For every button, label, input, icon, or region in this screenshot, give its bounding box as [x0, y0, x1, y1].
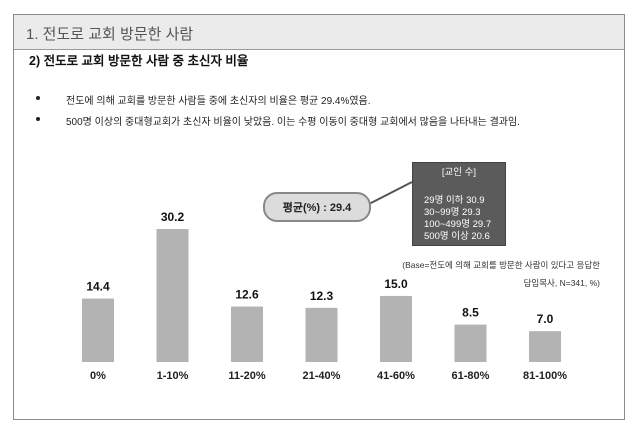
- callout-connector: [366, 181, 413, 206]
- bar-21-40%: [305, 307, 338, 362]
- bullet-item: 500명 이상의 중대형교회가 초신자 비율이 낮았음. 이는 수평 이동이 중…: [36, 113, 520, 134]
- bar-11-20%: [231, 306, 263, 362]
- category-label: 41-60%: [377, 370, 415, 382]
- bar-0%: [82, 298, 114, 362]
- church-size-item: 30~99명 29.3: [424, 207, 481, 218]
- bullet-text: 전도에 의해 교회를 방문한 사람들 중에 초신자의 비율은 평균 29.4%였…: [66, 96, 371, 107]
- category-label: 1-10%: [157, 370, 189, 382]
- section-title: 2) 전도로 교회 방문한 사람 중 초신자 비율: [29, 54, 249, 68]
- category-label: 0%: [90, 370, 106, 382]
- category-label: 11-20%: [228, 370, 266, 382]
- base-note: (Base=전도에 의해 교회를 방문한 사람이 있다고 응답한 담임목사, N…: [402, 256, 600, 292]
- bullet-item: 전도에 의해 교회를 방문한 사람들 중에 초신자의 비율은 평균 29.4%였…: [36, 92, 520, 113]
- value-label: 12.6: [235, 288, 259, 302]
- bullet-list: 전도에 의해 교회를 방문한 사람들 중에 초신자의 비율은 평균 29.4%였…: [36, 92, 520, 134]
- value-label: 15.0: [384, 277, 408, 291]
- average-badge: 평균(%) : 29.4: [263, 192, 371, 222]
- category-label: 61-80%: [452, 370, 490, 382]
- category-label: 81-100%: [523, 370, 567, 382]
- base-note-line: (Base=전도에 의해 교회를 방문한 사람이 있다고 응답한: [402, 260, 600, 270]
- church-size-item: 100~499명 29.7: [424, 219, 492, 230]
- bullet-dot-icon: [36, 117, 40, 121]
- header-bar: 1. 전도로 교회 방문한 사람: [14, 15, 624, 50]
- page-title: 1. 전도로 교회 방문한 사람: [26, 26, 194, 43]
- value-label: 8.5: [462, 306, 479, 320]
- value-label: 14.4: [86, 280, 110, 294]
- church-size-list: 29명 이하 30.9 30~99명 29.3 100~499명 29.7 50…: [424, 195, 491, 243]
- church-size-title: [교인 수]: [441, 167, 477, 178]
- bar-1-10%: [156, 229, 189, 362]
- category-label: 21-40%: [303, 370, 341, 382]
- bar-61-80%: [454, 324, 487, 362]
- bar-81-100%: [529, 331, 561, 362]
- church-size-box: [교인 수] 29명 이하 30.9 30~99명 29.3 100~499명 …: [412, 162, 506, 246]
- bullet-text: 500명 이상의 중대형교회가 초신자 비율이 낮았음. 이는 수평 이동이 중…: [66, 117, 520, 128]
- value-label: 12.3: [310, 289, 334, 303]
- bar-41-60%: [380, 295, 412, 362]
- church-size-item: 29명 이하 30.9: [424, 195, 485, 206]
- value-label: 7.0: [537, 312, 554, 326]
- church-size-item: 500명 이상 20.6: [424, 231, 490, 242]
- base-note-line: 담임목사, N=341, %): [523, 278, 600, 288]
- bullet-dot-icon: [36, 96, 40, 100]
- value-label: 30.2: [161, 210, 185, 224]
